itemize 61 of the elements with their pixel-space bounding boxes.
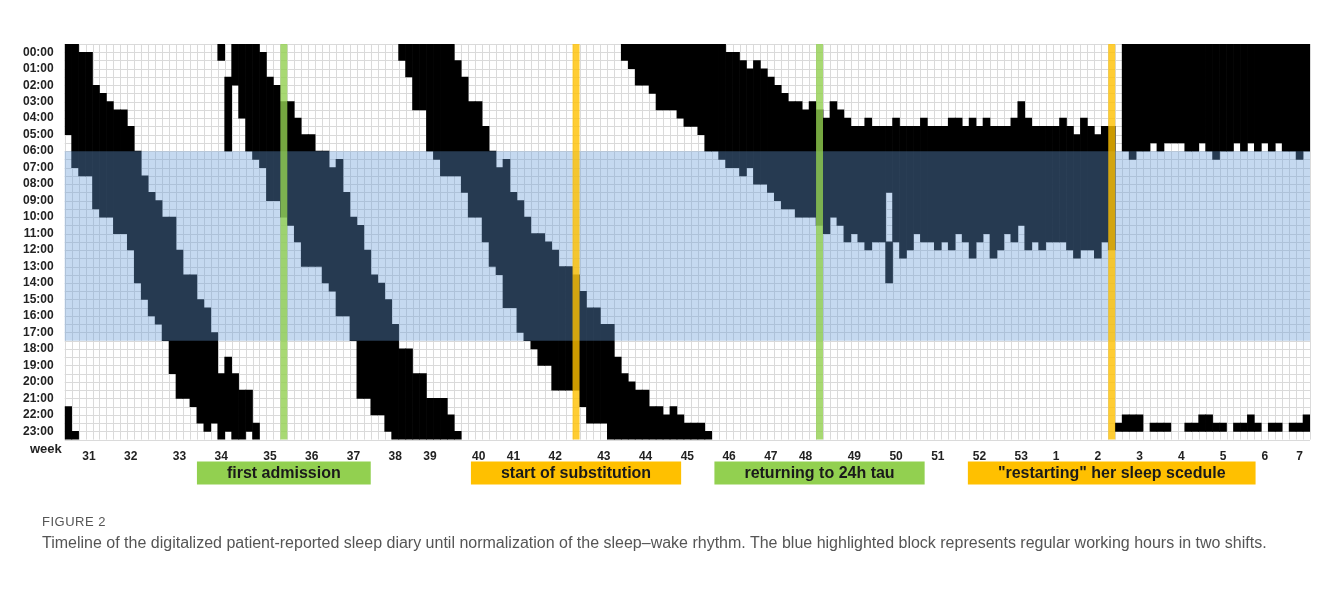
y-tick-label: 11:00	[23, 225, 55, 240]
x-tick-label: 41	[506, 449, 521, 464]
x-tick-label: 32	[124, 449, 138, 464]
text: returning to 24h tau	[744, 464, 895, 482]
y-tick-label: 15:00	[22, 291, 55, 306]
y-tick-label: 06:00	[22, 143, 55, 158]
text: "restarting" her sleep scedule	[997, 464, 1226, 482]
x-tick-label: 50	[889, 449, 904, 464]
y-tick-label: 09:00	[22, 192, 55, 207]
x-axis-title: week	[28, 441, 63, 457]
y-tick-label: 18:00	[22, 341, 55, 356]
x-tick-label: 49	[847, 449, 862, 464]
x-tick-label: 45	[680, 449, 695, 464]
y-tick-label: 14:00	[22, 275, 55, 290]
x-tick-label: 2	[1094, 449, 1102, 464]
x-tick-label: 47	[764, 449, 778, 464]
x-tick-label: 42	[548, 449, 563, 464]
x-tick-label: 39	[423, 449, 437, 464]
x-tick-label: 4	[1177, 449, 1185, 464]
x-tick-label: 1	[1052, 449, 1060, 464]
x-tick-label: 53	[1014, 449, 1029, 464]
y-tick-label: 20:00	[22, 374, 55, 389]
y-tick-label: 12:00	[22, 242, 55, 257]
y-tick-label: 21:00	[22, 390, 55, 405]
x-tick-label: 31	[82, 449, 97, 464]
x-tick-label: 46	[722, 449, 737, 464]
x-tick-label: 44	[638, 449, 653, 464]
x-tick-label: 7	[1296, 449, 1304, 464]
x-tick-label: 48	[798, 449, 813, 464]
y-tick-label: 07:00	[22, 159, 55, 174]
y-tick-label: 00:00	[22, 44, 55, 59]
x-tick-label: 52	[972, 449, 987, 464]
x-tick-label: 51	[931, 449, 945, 464]
x-tick-label: 6	[1261, 449, 1269, 464]
y-tick-label: 01:00	[22, 61, 55, 76]
text: start of substitution	[500, 464, 652, 482]
x-tick-label: 3	[1136, 449, 1144, 464]
y-tick-label: 19:00	[22, 357, 55, 372]
x-tick-label: 43	[597, 449, 611, 464]
y-tick-label: 04:00	[22, 110, 55, 125]
text: first admission	[226, 464, 341, 482]
x-tick-label: 37	[346, 449, 361, 464]
y-tick-label: 02:00	[22, 77, 55, 92]
y-tick-label: 03:00	[22, 94, 55, 108]
x-tick-label: 40	[471, 449, 486, 464]
x-tick-label: 35	[263, 449, 277, 464]
x-tick-label: 36	[304, 449, 319, 464]
y-tick-label: 05:00	[22, 126, 55, 141]
text: Timeline of the digitalized patient-reported sleep diary until normalization of the sleep–wake rhythm. The blue highlighted block represents regular working hours in two shifts.	[42, 533, 1268, 553]
caption: FIGURE 2	[42, 514, 106, 529]
y-tick-label: 13:00	[22, 258, 55, 273]
x-tick-label: 33	[172, 449, 187, 464]
y-tick-label: 10:00	[22, 209, 55, 224]
y-tick-label: 23:00	[22, 423, 55, 438]
y-tick-label: 08:00	[22, 176, 55, 191]
x-tick-label: 38	[388, 449, 403, 464]
x-tick-label: 34	[214, 449, 229, 464]
x-tick-label: 5	[1219, 449, 1227, 464]
y-tick-label: 22:00	[22, 407, 55, 422]
y-tick-label: 16:00	[22, 308, 55, 323]
y-tick-label: 17:00	[22, 324, 55, 339]
